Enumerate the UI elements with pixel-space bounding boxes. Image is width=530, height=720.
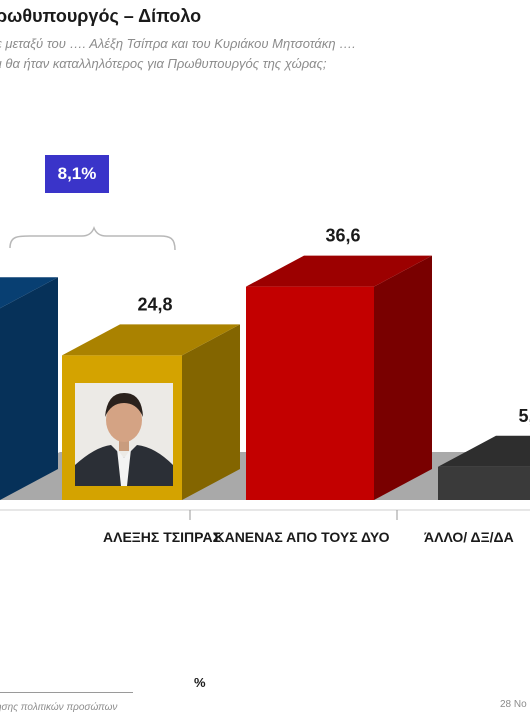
bar-top-4 xyxy=(438,435,530,467)
bar-3 xyxy=(246,286,374,500)
date-note: 28 Νο xyxy=(500,699,527,710)
bar-side-3 xyxy=(374,255,432,500)
footer-rule xyxy=(0,692,133,693)
comparison-brace xyxy=(9,225,176,251)
unit-label: % xyxy=(194,675,206,690)
value-label-2: 24,8 xyxy=(137,294,172,314)
bar-side-1 xyxy=(0,277,58,500)
bar-top-3 xyxy=(246,255,432,287)
chart-subtitle-1: ε μεταξύ του …. Αλέξη Τσίπρα και του Κυρ… xyxy=(0,36,356,51)
category-label-none: ΚΑΝΕΝΑΣ ΑΠΟ ΤΟΥΣ ΔΥΟ xyxy=(214,529,390,545)
category-label-other: ΆΛΛΟ/ ΔΞ/ΔΑ xyxy=(424,529,514,545)
chart-subtitle-2: ιι θα ήταν καταλληλότερος για Πρωθυπουργ… xyxy=(0,56,327,71)
portrait-hair xyxy=(105,393,143,417)
portrait-neck xyxy=(119,439,129,451)
chart-title: ρωθυπουργός – Δίπολο xyxy=(0,6,202,26)
category-label-tsipras: ΑΛΕΞΗΣ ΤΣΙΠΡΑΣ xyxy=(103,529,221,545)
bar-4 xyxy=(438,466,530,500)
bar-side-2 xyxy=(182,324,240,500)
bar-top-2 xyxy=(62,324,240,356)
source-note: ησης πολιτικών προσώπων xyxy=(0,702,118,713)
portrait-face xyxy=(106,398,142,442)
difference-badge: 8,1% xyxy=(45,155,109,193)
portrait-collar xyxy=(117,449,131,486)
bar-top-1 xyxy=(0,277,58,309)
value-label-4: 5, xyxy=(518,406,530,426)
value-label-3: 36,6 xyxy=(325,226,360,246)
